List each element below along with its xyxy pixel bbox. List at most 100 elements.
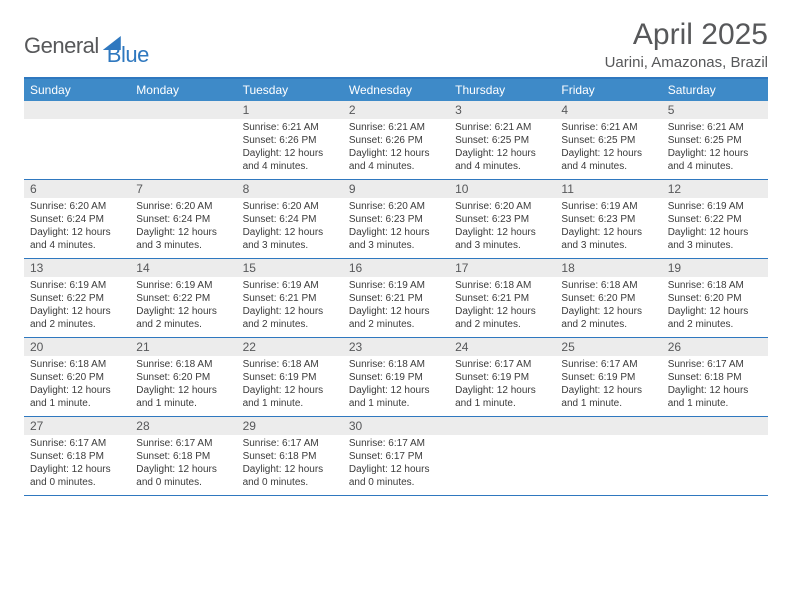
sunrise-text: Sunrise: 6:18 AM (668, 279, 762, 292)
daylight-text: Daylight: 12 hours and 0 minutes. (30, 463, 124, 489)
daylight-text: Daylight: 12 hours and 3 minutes. (243, 226, 337, 252)
day-cell: 28Sunrise: 6:17 AMSunset: 6:18 PMDayligh… (130, 417, 236, 495)
sunset-text: Sunset: 6:23 PM (349, 213, 443, 226)
day-cell: 30Sunrise: 6:17 AMSunset: 6:17 PMDayligh… (343, 417, 449, 495)
daylight-text: Daylight: 12 hours and 4 minutes. (455, 147, 549, 173)
day-cell: 18Sunrise: 6:18 AMSunset: 6:20 PMDayligh… (555, 259, 661, 337)
title-block: April 2025 Uarini, Amazonas, Brazil (605, 18, 768, 71)
day-cell: 23Sunrise: 6:18 AMSunset: 6:19 PMDayligh… (343, 338, 449, 416)
day-number: 20 (24, 338, 130, 356)
sunset-text: Sunset: 6:17 PM (349, 450, 443, 463)
sunset-text: Sunset: 6:20 PM (561, 292, 655, 305)
day-number: 10 (449, 180, 555, 198)
day-cell: 24Sunrise: 6:17 AMSunset: 6:19 PMDayligh… (449, 338, 555, 416)
daylight-text: Daylight: 12 hours and 1 minute. (455, 384, 549, 410)
day-cell: 21Sunrise: 6:18 AMSunset: 6:20 PMDayligh… (130, 338, 236, 416)
daylight-text: Daylight: 12 hours and 4 minutes. (243, 147, 337, 173)
empty-day-number (555, 417, 661, 435)
daylight-text: Daylight: 12 hours and 2 minutes. (455, 305, 549, 331)
daylight-text: Daylight: 12 hours and 2 minutes. (561, 305, 655, 331)
sunset-text: Sunset: 6:23 PM (561, 213, 655, 226)
day-cell: 13Sunrise: 6:19 AMSunset: 6:22 PMDayligh… (24, 259, 130, 337)
sunset-text: Sunset: 6:18 PM (243, 450, 337, 463)
day-header: Wednesday (343, 79, 449, 101)
day-cell: 2Sunrise: 6:21 AMSunset: 6:26 PMDaylight… (343, 101, 449, 179)
sunset-text: Sunset: 6:19 PM (243, 371, 337, 384)
sunrise-text: Sunrise: 6:18 AM (243, 358, 337, 371)
sunrise-text: Sunrise: 6:17 AM (455, 358, 549, 371)
day-number: 28 (130, 417, 236, 435)
day-content: Sunrise: 6:21 AMSunset: 6:25 PMDaylight:… (662, 119, 768, 177)
day-content: Sunrise: 6:21 AMSunset: 6:26 PMDaylight:… (343, 119, 449, 177)
day-cell: 25Sunrise: 6:17 AMSunset: 6:19 PMDayligh… (555, 338, 661, 416)
day-content: Sunrise: 6:19 AMSunset: 6:22 PMDaylight:… (24, 277, 130, 335)
day-number: 5 (662, 101, 768, 119)
sunset-text: Sunset: 6:20 PM (668, 292, 762, 305)
weeks-container: 1Sunrise: 6:21 AMSunset: 6:26 PMDaylight… (24, 101, 768, 496)
day-cell (130, 101, 236, 179)
sunrise-text: Sunrise: 6:18 AM (349, 358, 443, 371)
sunset-text: Sunset: 6:20 PM (136, 371, 230, 384)
empty-day-number (24, 101, 130, 119)
day-content: Sunrise: 6:17 AMSunset: 6:18 PMDaylight:… (237, 435, 343, 493)
day-number: 13 (24, 259, 130, 277)
day-number: 30 (343, 417, 449, 435)
day-number: 18 (555, 259, 661, 277)
daylight-text: Daylight: 12 hours and 1 minute. (561, 384, 655, 410)
sunset-text: Sunset: 6:26 PM (349, 134, 443, 147)
day-cell: 1Sunrise: 6:21 AMSunset: 6:26 PMDaylight… (237, 101, 343, 179)
day-number: 11 (555, 180, 661, 198)
day-content: Sunrise: 6:21 AMSunset: 6:26 PMDaylight:… (237, 119, 343, 177)
daylight-text: Daylight: 12 hours and 1 minute. (349, 384, 443, 410)
sunset-text: Sunset: 6:25 PM (561, 134, 655, 147)
daylight-text: Daylight: 12 hours and 4 minutes. (668, 147, 762, 173)
daylight-text: Daylight: 12 hours and 4 minutes. (561, 147, 655, 173)
day-content: Sunrise: 6:18 AMSunset: 6:19 PMDaylight:… (343, 356, 449, 414)
calendar-page: General Blue April 2025 Uarini, Amazonas… (0, 0, 792, 514)
day-cell: 22Sunrise: 6:18 AMSunset: 6:19 PMDayligh… (237, 338, 343, 416)
day-content: Sunrise: 6:21 AMSunset: 6:25 PMDaylight:… (555, 119, 661, 177)
daylight-text: Daylight: 12 hours and 3 minutes. (455, 226, 549, 252)
day-number: 1 (237, 101, 343, 119)
day-content: Sunrise: 6:20 AMSunset: 6:23 PMDaylight:… (343, 198, 449, 256)
sunrise-text: Sunrise: 6:20 AM (30, 200, 124, 213)
sunrise-text: Sunrise: 6:19 AM (561, 200, 655, 213)
sunrise-text: Sunrise: 6:20 AM (136, 200, 230, 213)
sunrise-text: Sunrise: 6:18 AM (455, 279, 549, 292)
day-content: Sunrise: 6:17 AMSunset: 6:19 PMDaylight:… (555, 356, 661, 414)
daylight-text: Daylight: 12 hours and 4 minutes. (349, 147, 443, 173)
daylight-text: Daylight: 12 hours and 2 minutes. (668, 305, 762, 331)
day-number: 3 (449, 101, 555, 119)
logo: General Blue (24, 24, 149, 68)
day-content: Sunrise: 6:18 AMSunset: 6:20 PMDaylight:… (662, 277, 768, 335)
day-number: 7 (130, 180, 236, 198)
daylight-text: Daylight: 12 hours and 1 minute. (668, 384, 762, 410)
day-header: Tuesday (237, 79, 343, 101)
day-number: 25 (555, 338, 661, 356)
daylight-text: Daylight: 12 hours and 1 minute. (243, 384, 337, 410)
day-cell (662, 417, 768, 495)
week-row: 6Sunrise: 6:20 AMSunset: 6:24 PMDaylight… (24, 180, 768, 259)
sunset-text: Sunset: 6:19 PM (349, 371, 443, 384)
day-content: Sunrise: 6:20 AMSunset: 6:24 PMDaylight:… (130, 198, 236, 256)
day-cell: 26Sunrise: 6:17 AMSunset: 6:18 PMDayligh… (662, 338, 768, 416)
sunrise-text: Sunrise: 6:21 AM (561, 121, 655, 134)
sunrise-text: Sunrise: 6:19 AM (668, 200, 762, 213)
daylight-text: Daylight: 12 hours and 0 minutes. (349, 463, 443, 489)
sunset-text: Sunset: 6:25 PM (668, 134, 762, 147)
sunrise-text: Sunrise: 6:19 AM (30, 279, 124, 292)
sunset-text: Sunset: 6:23 PM (455, 213, 549, 226)
day-number: 27 (24, 417, 130, 435)
day-cell: 10Sunrise: 6:20 AMSunset: 6:23 PMDayligh… (449, 180, 555, 258)
week-row: 27Sunrise: 6:17 AMSunset: 6:18 PMDayligh… (24, 417, 768, 496)
sunset-text: Sunset: 6:21 PM (349, 292, 443, 305)
sunset-text: Sunset: 6:20 PM (30, 371, 124, 384)
daylight-text: Daylight: 12 hours and 2 minutes. (136, 305, 230, 331)
day-header: Thursday (449, 79, 555, 101)
daylight-text: Daylight: 12 hours and 2 minutes. (30, 305, 124, 331)
sunset-text: Sunset: 6:26 PM (243, 134, 337, 147)
day-cell (555, 417, 661, 495)
day-cell: 29Sunrise: 6:17 AMSunset: 6:18 PMDayligh… (237, 417, 343, 495)
day-content: Sunrise: 6:17 AMSunset: 6:18 PMDaylight:… (24, 435, 130, 493)
day-cell: 6Sunrise: 6:20 AMSunset: 6:24 PMDaylight… (24, 180, 130, 258)
